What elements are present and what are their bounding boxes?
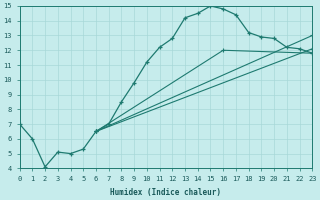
X-axis label: Humidex (Indice chaleur): Humidex (Indice chaleur) bbox=[110, 188, 221, 197]
